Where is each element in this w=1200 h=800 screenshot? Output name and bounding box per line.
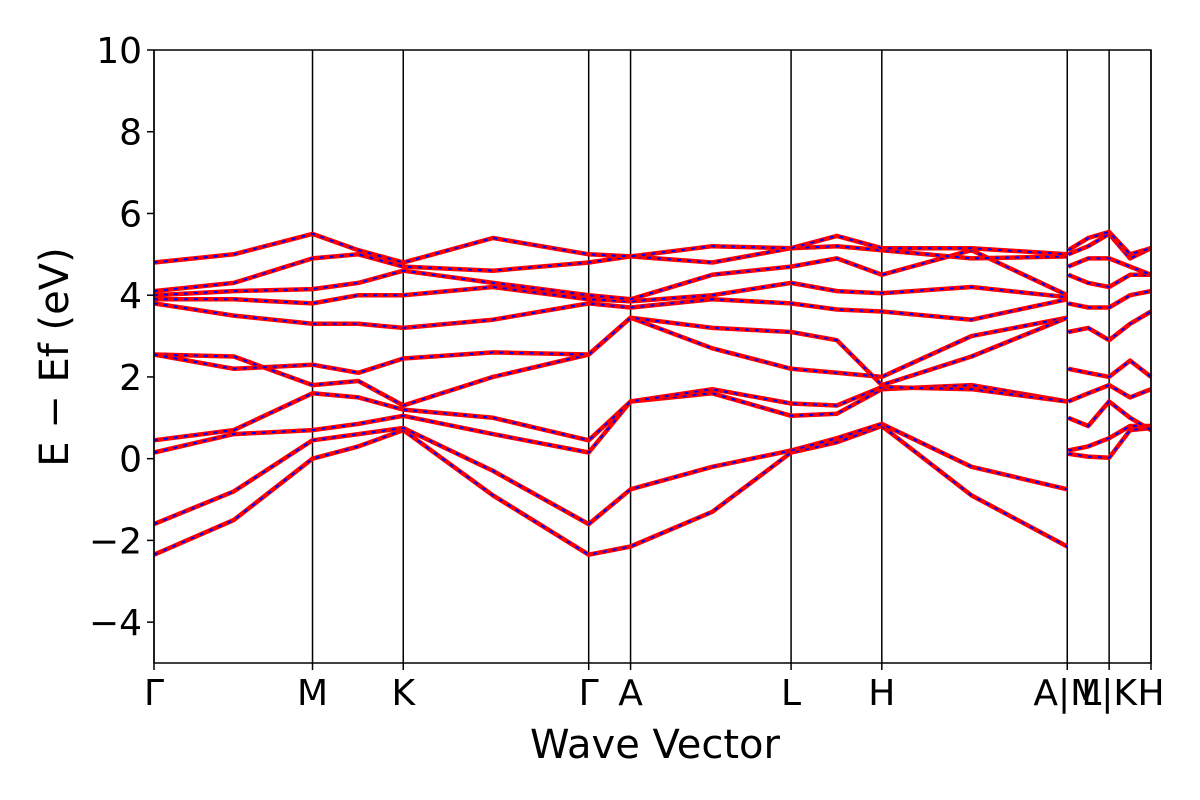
band-line-dashed <box>153 232 1152 293</box>
y-tick-label: −4 <box>89 603 142 644</box>
y-tick-label: 10 <box>96 31 142 72</box>
y-tick-label: 0 <box>119 440 142 481</box>
y-tick-label: 2 <box>119 358 142 399</box>
band-line-dashed <box>153 230 1152 264</box>
x-tick-label: H <box>1137 673 1164 714</box>
y-tick-label: −2 <box>89 521 142 562</box>
band-line-dashed <box>153 384 1152 454</box>
y-tick-label: 4 <box>119 276 142 317</box>
band-line-dashed <box>153 310 1152 387</box>
plot-frame <box>153 49 1152 664</box>
x-tick-label: H <box>868 673 895 714</box>
y-tick-label: 8 <box>119 113 142 154</box>
band-line-dashed <box>153 422 1151 526</box>
x-tick-label: Γ <box>579 673 599 714</box>
x-axis-label: Wave Vector <box>530 722 781 768</box>
x-tick-label: K <box>391 673 416 714</box>
band-line <box>153 382 1152 443</box>
band-line-dashed <box>153 249 1152 301</box>
x-tick-label: M <box>297 673 328 714</box>
y-tick-label: 6 <box>119 194 142 235</box>
band-line-dashed <box>153 424 1152 556</box>
band-line-dashed <box>154 273 1151 305</box>
band-line-dashed <box>153 290 1152 329</box>
x-tick-label: L <box>781 673 801 714</box>
x-tick-label: Γ <box>144 673 164 714</box>
y-axis-label: E − Ef (eV) <box>32 247 78 466</box>
x-tick-label: L|K <box>1081 673 1138 714</box>
x-tick-label: A <box>618 673 643 714</box>
x-tick-label: A|M <box>1033 673 1101 714</box>
